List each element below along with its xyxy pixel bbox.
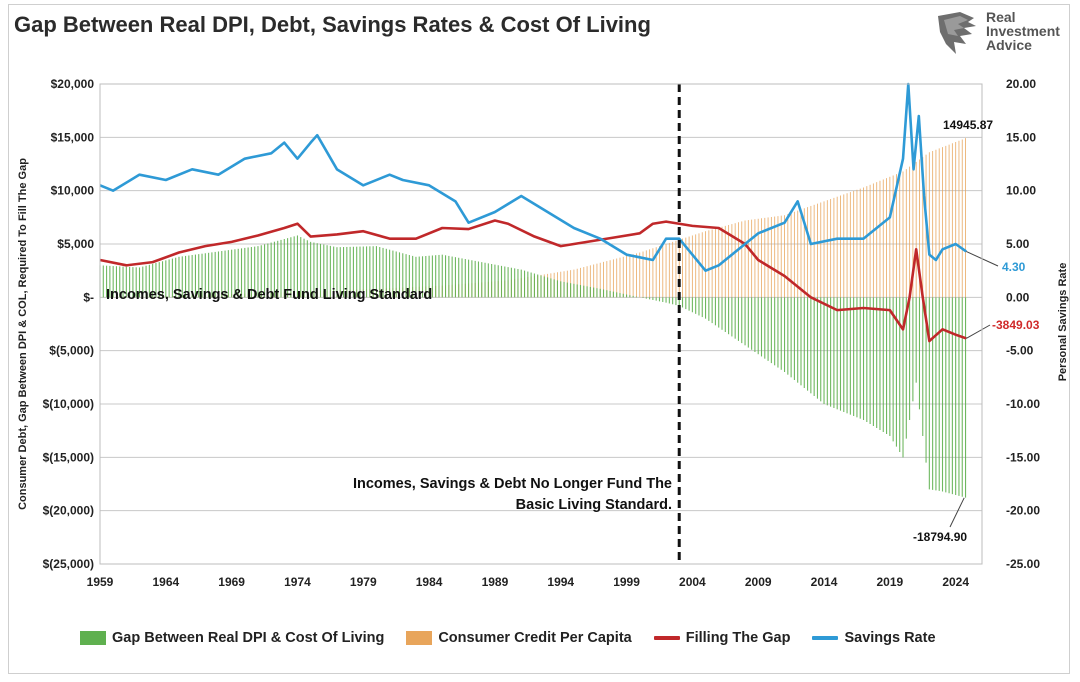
chart-frame [8,4,1070,674]
x-tick: 2014 [811,575,838,589]
legend-swatch [812,636,839,640]
series-lines [99,82,999,564]
legend-label: Savings Rate [844,630,936,646]
y-axis-left-title: Consumer Debt, Gap Between DPI & COL, Re… [17,158,29,510]
data-label-credit-last: 14945.87 [943,118,993,132]
legend-swatch [80,631,106,645]
y-tick-left: $5,000 [57,237,94,251]
x-tick: 2004 [679,575,706,589]
x-tick: 1964 [152,575,179,589]
chart-labels: Incomes, Savings & Debt Fund Living Stan… [17,118,1069,544]
y-tick-right: -25.00 [1006,557,1040,571]
gap-bars [99,235,967,498]
legend-item: Filling The Gap [653,630,791,646]
y-tick-right: -5.00 [1006,344,1034,358]
legend-label: Consumer Credit Per Capita [438,630,632,646]
y-tick-left: $(15,000) [43,450,94,464]
brand-line-3: Advice [986,37,1032,53]
brand-line-1: Real [986,9,1016,25]
x-tick: 1979 [350,575,377,589]
legend-item: Gap Between Real DPI & Cost Of Living [80,630,384,646]
y-tick-left: $(5,000) [49,344,94,358]
gap-label-leader [949,497,965,528]
x-tick: 2019 [876,575,903,589]
y-tick-left: $10,000 [51,184,95,198]
y-tick-right: 5.00 [1006,237,1030,251]
x-tick: 1959 [87,575,114,589]
legend-label: Gap Between Real DPI & Cost Of Living [112,630,385,646]
x-tick: 1999 [613,575,640,589]
x-tick: 2009 [745,575,772,589]
legend-swatch [406,631,433,645]
x-tick: 1984 [416,575,443,589]
axes: $20,000 20.00 $15,000 15.00 $10,000 10.00 $5,0… [43,77,1041,589]
savings-rate-line [99,82,967,272]
y-tick-right: -10.00 [1006,397,1040,411]
plot-border [99,83,983,565]
gridlines [100,83,982,565]
y-tick-right: -15.00 [1006,450,1040,464]
y-tick-left: $(20,000) [43,504,94,518]
annotation-upper: Incomes, Savings & Debt Fund Living Stan… [106,287,432,303]
y-axis-right-title: Personal Savings Rate [1057,263,1069,382]
y-tick-right: 15.00 [1006,130,1036,144]
consumer-credit-bars [102,138,966,298]
y-tick-left: $- [83,290,94,304]
legend: Gap Between Real DPI & Cost Of Living Con… [80,627,1040,649]
y-tick-right: 20.00 [1006,77,1036,91]
legend-item: Consumer Credit Per Capita [406,630,632,646]
annotation-lower-line2: Basic Living Standard. [516,497,672,513]
annotation-lower-line1: Incomes, Savings & Debt No Longer Fund T… [353,476,672,492]
x-tick: 1994 [547,575,574,589]
data-label-gap-last: -18794.90 [913,530,967,544]
y-tick-left: $15,000 [51,130,95,144]
x-tick: 1974 [284,575,311,589]
y-tick-left: $(25,000) [43,557,94,571]
chart-title: Gap Between Real DPI, Debt, Savings Rate… [14,12,651,37]
data-label-filling-last: -3849.03 [992,318,1040,332]
y-tick-right: 10.00 [1006,184,1036,198]
legend-item: Savings Rate [812,630,936,646]
filling-label-leader [965,324,991,339]
legend-label: Filling The Gap [685,630,791,646]
y-tick-right: 0.00 [1006,290,1030,304]
x-tick: 1989 [482,575,509,589]
brand-name: Real Investment Advice [986,10,1060,52]
y-tick-left: $(10,000) [43,397,94,411]
brand-line-2: Investment [986,23,1060,39]
y-tick-left: $20,000 [51,77,95,91]
legend-swatch [653,636,680,640]
x-tick: 2024 [942,575,969,589]
y-tick-right: -20.00 [1006,504,1040,518]
eagle-logo-icon [938,12,976,54]
brand-logo: Real Investment Advice [930,8,1070,58]
x-tick: 1969 [218,575,245,589]
data-label-savings-last: 4.30 [1002,260,1026,274]
